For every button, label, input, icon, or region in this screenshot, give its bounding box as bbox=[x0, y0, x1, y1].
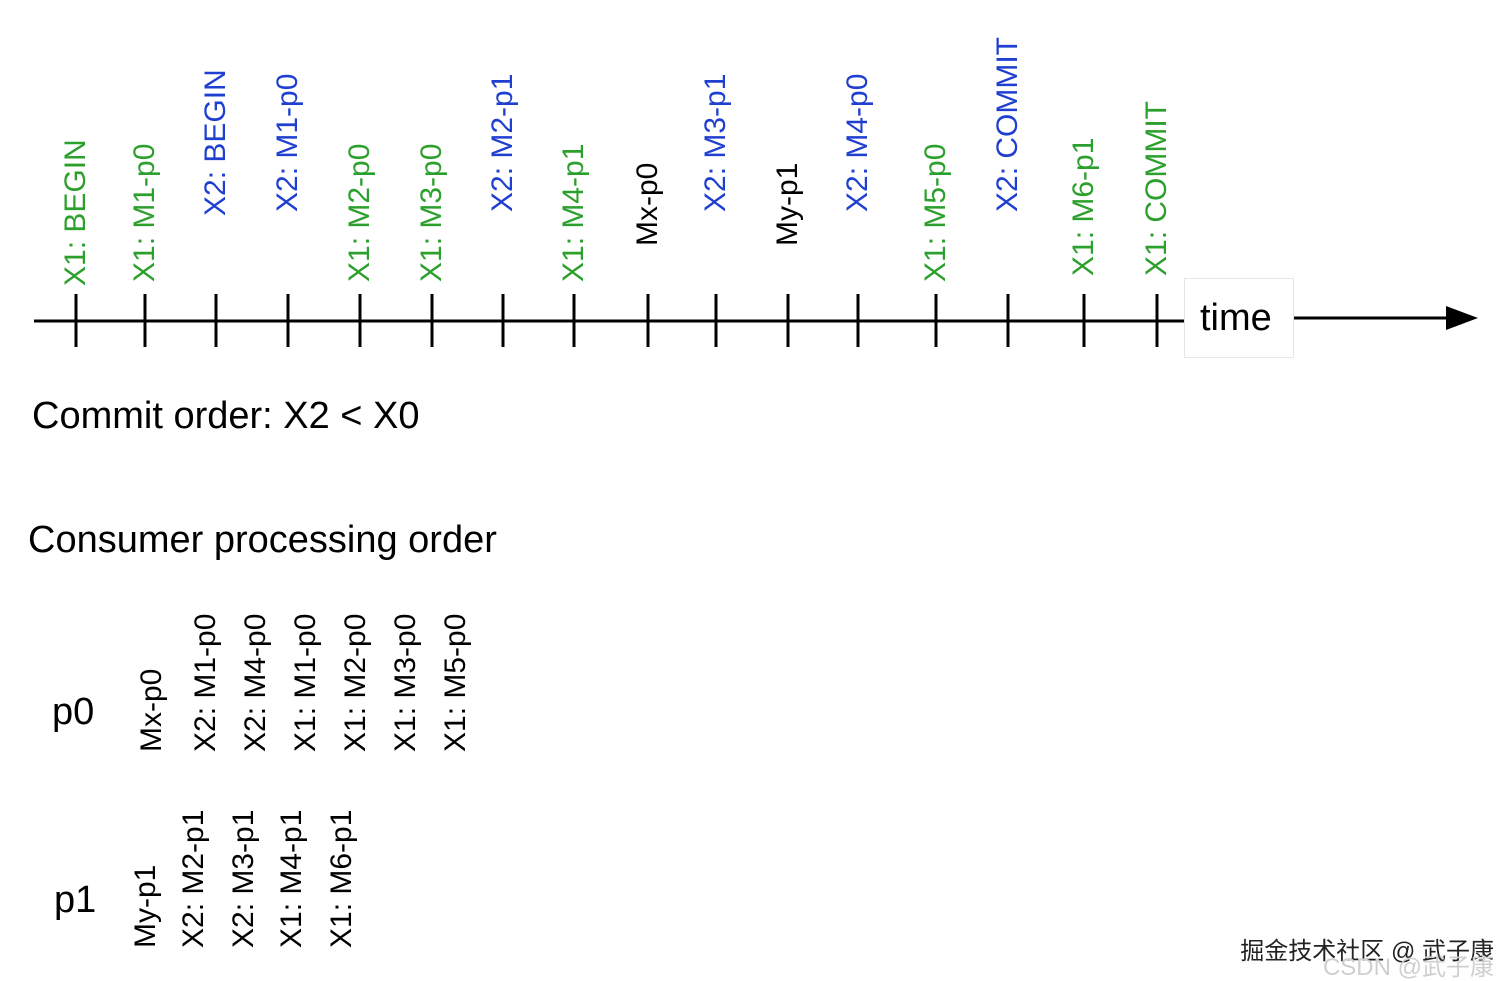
consumer-message: X1: M6-p1 bbox=[325, 809, 358, 948]
timeline-event-label: X1: M2-p0 bbox=[343, 143, 376, 282]
consumer-message: My-p1 bbox=[129, 864, 162, 948]
consumer-message: X1: M5-p0 bbox=[439, 613, 472, 752]
consumer-message: X2: M1-p0 bbox=[189, 613, 222, 752]
consumer-message: X1: M2-p0 bbox=[339, 613, 372, 752]
consumer-message: X2: M4-p0 bbox=[239, 613, 272, 752]
watermark-juejin: 掘金技术社区 @ 武子康 bbox=[1240, 938, 1494, 965]
time-label-box bbox=[1184, 278, 1294, 358]
timeline-event-label: X2: M4-p0 bbox=[841, 73, 874, 212]
consumer-message: X1: M1-p0 bbox=[289, 613, 322, 752]
consumer-message: Mx-p0 bbox=[135, 668, 168, 752]
consumer-message: X1: M4-p1 bbox=[275, 809, 308, 948]
timeline-event-label: X2: M3-p1 bbox=[699, 73, 732, 212]
timeline-event-label: X1: COMMIT bbox=[1140, 100, 1173, 276]
consumer-message: X1: M3-p0 bbox=[389, 613, 422, 752]
consumer-message: X2: M3-p1 bbox=[227, 809, 260, 948]
timeline-event-label: X1: BEGIN bbox=[59, 139, 92, 286]
time-arrowhead bbox=[1446, 306, 1478, 330]
timeline-event-label: X1: M4-p1 bbox=[557, 143, 590, 282]
timeline-event-label: Mx-p0 bbox=[631, 162, 664, 246]
timeline-event-label: X2: BEGIN bbox=[199, 69, 232, 216]
timeline-event-label: X1: M3-p0 bbox=[415, 143, 448, 282]
consumer-message: X2: M2-p1 bbox=[177, 809, 210, 948]
timeline-event-label: X2: M2-p1 bbox=[486, 73, 519, 212]
timeline-event-label: X2: COMMIT bbox=[991, 36, 1024, 212]
timeline-event-label: X1: M6-p1 bbox=[1067, 137, 1100, 276]
timeline-event-label: My-p1 bbox=[771, 162, 804, 246]
timeline-ticks bbox=[74, 294, 1159, 347]
partition-p1-label: p1 bbox=[54, 879, 97, 921]
watermark-csdn: CSDN @武子康 bbox=[1322, 954, 1494, 981]
partition-p0-label: p0 bbox=[52, 691, 95, 733]
commit-order-text: Commit order: X2 < X0 bbox=[32, 395, 420, 437]
consumer-order-title: Consumer processing order bbox=[28, 519, 497, 561]
timeline-event-label: X1: M5-p0 bbox=[919, 143, 952, 282]
timeline-event-label: X2: M1-p0 bbox=[271, 73, 304, 212]
timeline-event-label: X1: M1-p0 bbox=[128, 143, 161, 282]
time-axis-label: time bbox=[1200, 297, 1272, 339]
